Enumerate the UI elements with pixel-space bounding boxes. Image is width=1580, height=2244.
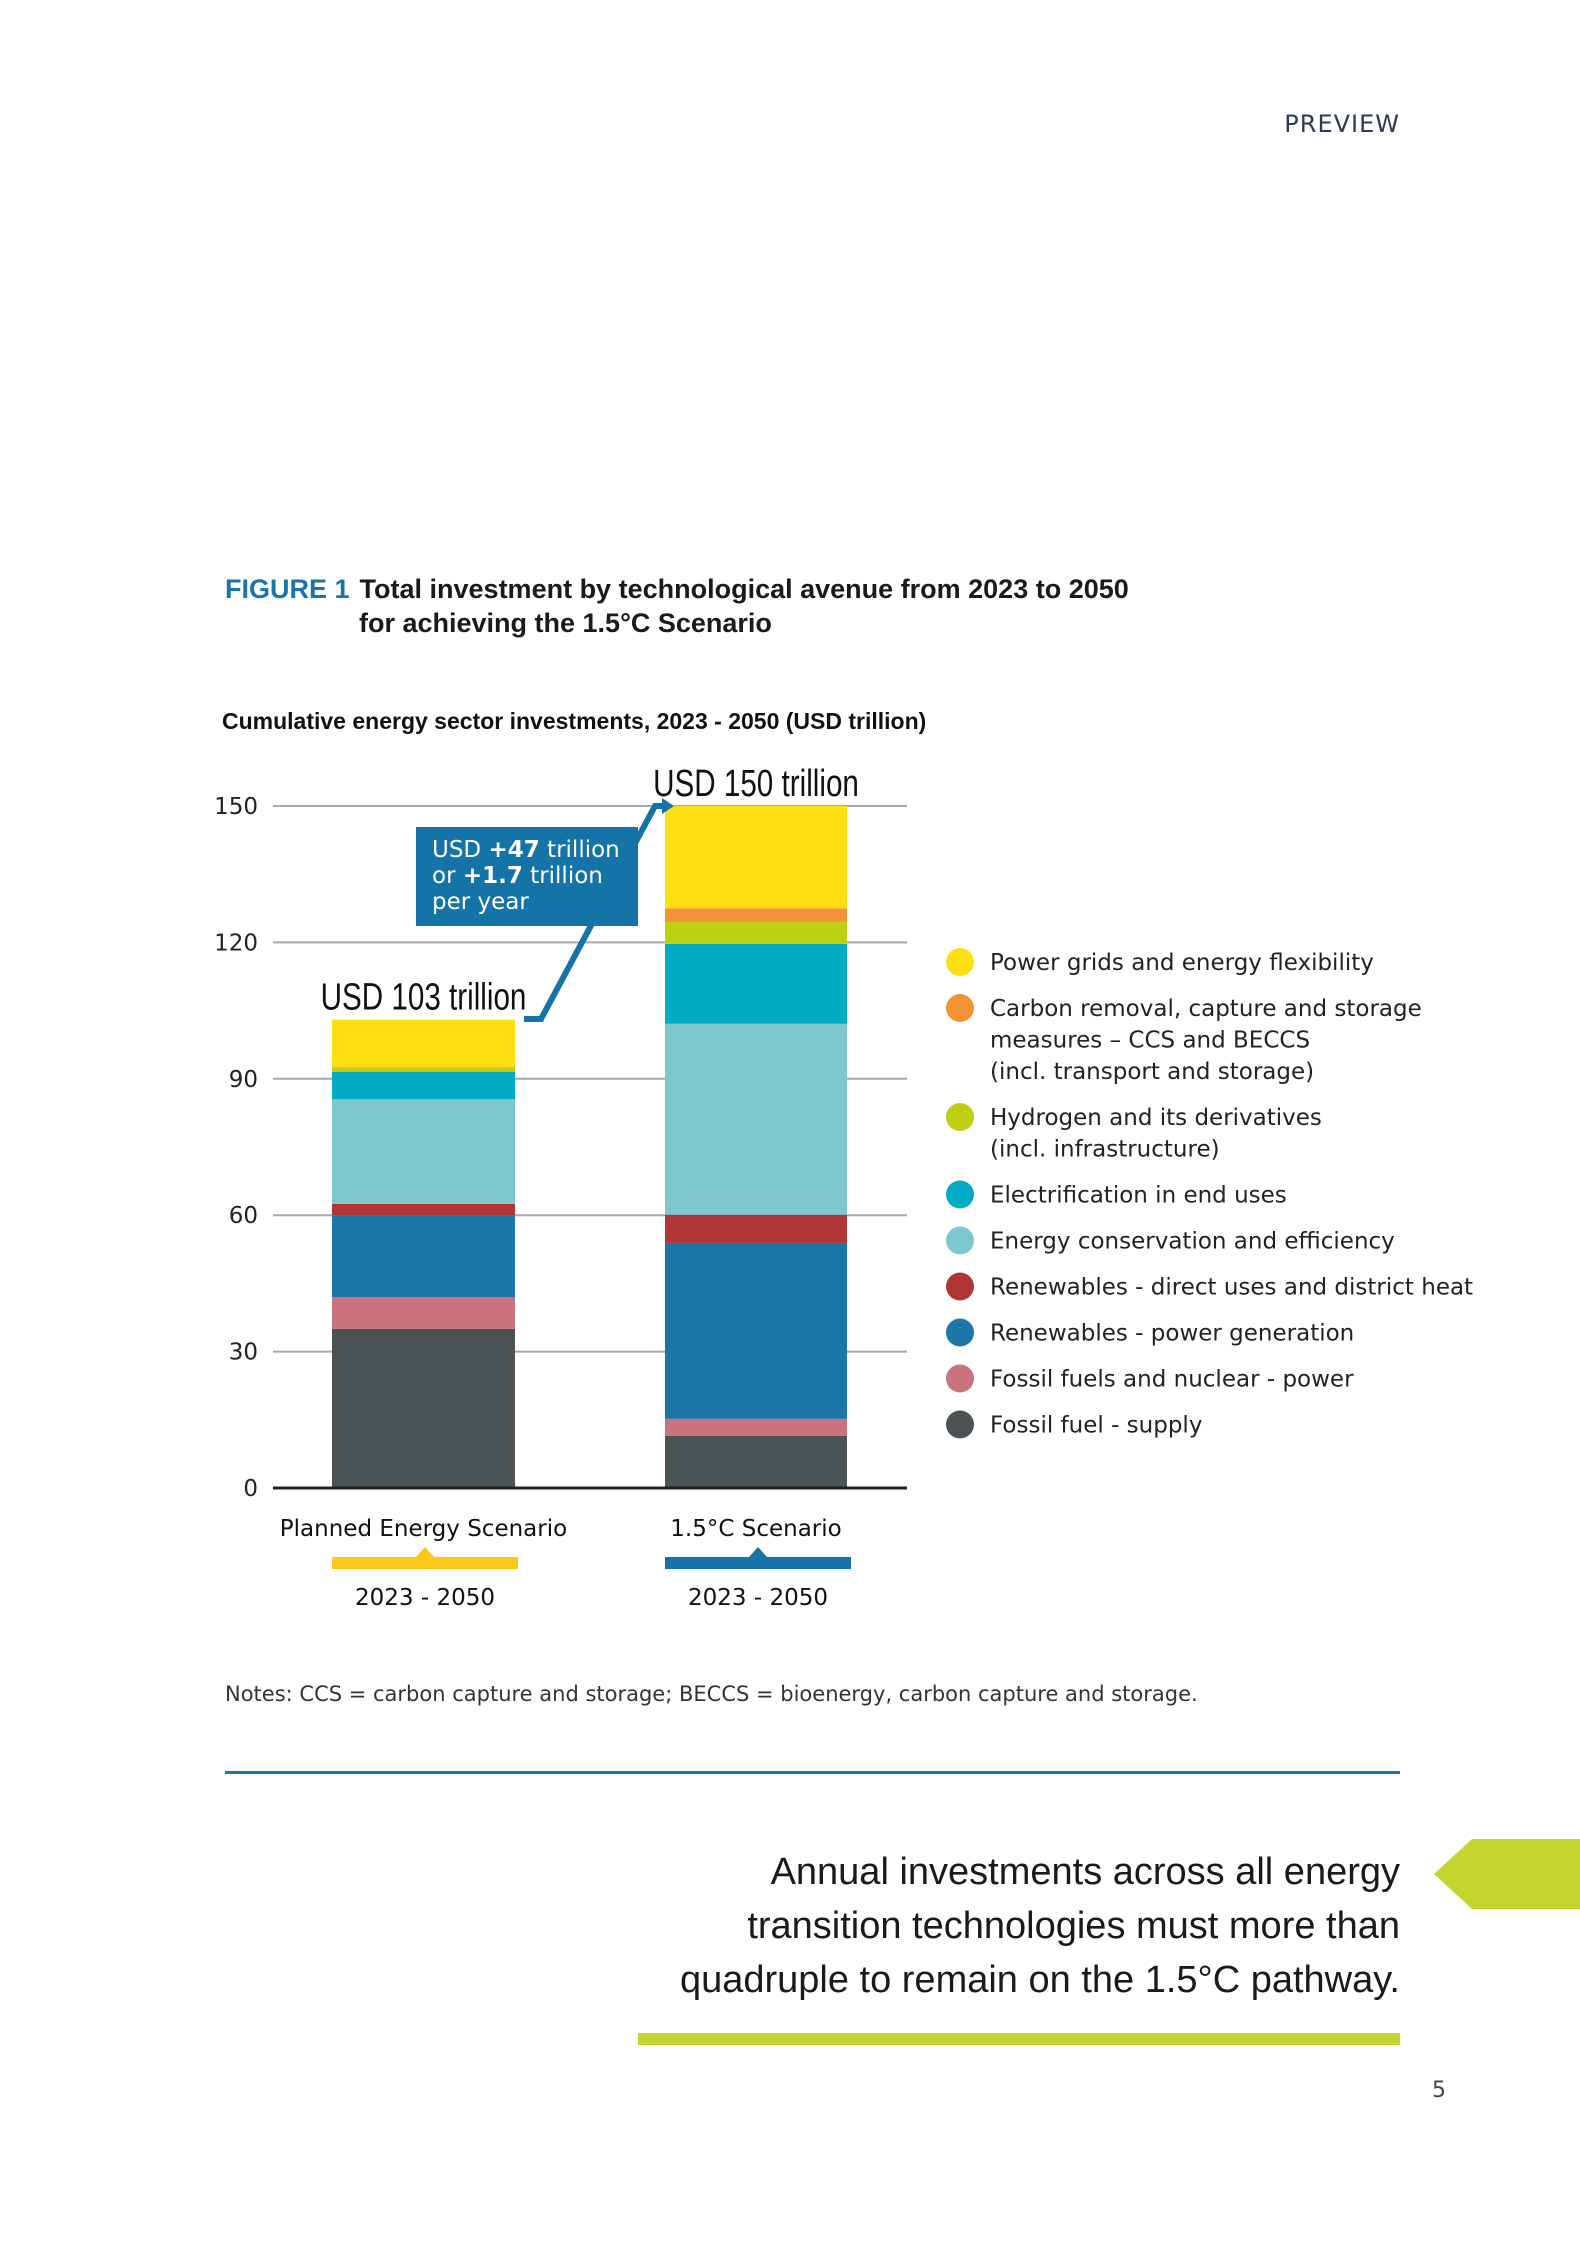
legend-swatch — [946, 994, 974, 1022]
legend-label: (incl. transport and storage) — [990, 1059, 1314, 1085]
legend-swatch — [946, 1272, 974, 1301]
pull-quote: Annual investments across all energy tra… — [600, 1845, 1400, 2007]
bar-total-label: USD 150 trillion — [653, 763, 859, 805]
bar-segment — [332, 1297, 515, 1329]
y-tick-label: 0 — [243, 1476, 258, 1502]
y-tick-label: 60 — [229, 1203, 258, 1229]
callout-text: per year — [432, 889, 529, 915]
bar-segment — [665, 1418, 847, 1436]
callout-text: +47 — [488, 837, 539, 863]
figure-title-line1: Total investment by technological avenue… — [359, 574, 1129, 604]
scenario-marker — [665, 1547, 851, 1569]
callout-line: USD +47 trillion — [432, 837, 620, 863]
bar-segment — [332, 1099, 515, 1204]
quote-line: transition technologies must more than — [747, 1905, 1400, 1947]
callout-text: +1.7 — [463, 863, 523, 889]
legend-label: Electrification in end uses — [990, 1183, 1287, 1209]
bar-segment — [332, 1328, 515, 1488]
figure-title: FIGURE 1 Total investment by technologica… — [225, 572, 1129, 640]
y-tick-label: 30 — [229, 1340, 258, 1366]
y-tick-label: 120 — [214, 930, 258, 956]
legend-label: Renewables - power generation — [990, 1321, 1354, 1347]
bar-segment — [332, 1203, 515, 1216]
y-tick-label: 150 — [214, 794, 258, 820]
quote-line: quadruple to remain on the 1.5°C pathway… — [679, 1959, 1400, 2001]
legend-swatch — [946, 1180, 974, 1209]
legend-swatch — [946, 1410, 974, 1439]
x-category-label: Planned Energy Scenario — [280, 1516, 567, 1542]
bar-segment — [665, 908, 847, 922]
bar-segment — [665, 1242, 847, 1419]
page-number: 5 — [1432, 2078, 1446, 2103]
bar-segment — [332, 1071, 515, 1100]
arrow-head-icon — [662, 798, 674, 814]
legend-swatch — [946, 1226, 974, 1255]
bar-segment — [665, 1023, 847, 1215]
bar-total-label: USD 103 trillion — [321, 976, 527, 1018]
bar-segment — [665, 1214, 847, 1243]
quote-line: Annual investments across all energy — [770, 1851, 1400, 1893]
notes: Notes: CCS = carbon capture and storage;… — [225, 1682, 1198, 1706]
figure-label: FIGURE 1 — [225, 574, 350, 604]
bar-segment — [665, 806, 847, 909]
green-arrow-tab — [1434, 1839, 1580, 1909]
callout-line: per year — [432, 889, 529, 915]
bar-segment — [665, 921, 847, 944]
legend-swatch — [946, 1103, 974, 1131]
scenario-marker — [332, 1547, 518, 1569]
legend-label: Energy conservation and efficiency — [990, 1229, 1395, 1255]
legend-label: (incl. infrastructure) — [990, 1137, 1220, 1163]
y-tick-label: 90 — [229, 1067, 258, 1093]
callout-text: USD — [432, 837, 488, 863]
bar-segment — [332, 1215, 515, 1298]
legend-label: Carbon removal, capture and storage — [990, 996, 1422, 1022]
chart-title: Cumulative energy sector investments, 20… — [222, 708, 927, 734]
x-period-label: 2023 - 2050 — [688, 1585, 828, 1611]
preview-label: PREVIEW — [1284, 110, 1400, 138]
stacked-bar-chart: 0 30 60 90 120 150 USD 103 trillion Planned Ene… — [214, 763, 1473, 1611]
bar-segment — [332, 1068, 515, 1072]
divider — [225, 1771, 1400, 1774]
legend-label: Hydrogen and its derivatives — [990, 1105, 1322, 1131]
legend-label: Renewables - direct uses and district he… — [990, 1275, 1473, 1301]
legend-swatch — [946, 948, 974, 976]
callout-box — [416, 827, 638, 926]
callout-text: or — [432, 863, 463, 889]
legend-swatch — [946, 1364, 974, 1393]
x-category-label: 1.5°C Scenario — [670, 1516, 841, 1542]
callout-text: trillion — [540, 837, 620, 863]
callout-line: or +1.7 trillion — [432, 863, 603, 889]
callout-text: trillion — [523, 863, 603, 889]
legend-label: measures – CCS and BECCS — [990, 1028, 1310, 1054]
bar-segment — [332, 1019, 515, 1068]
legend-swatch — [946, 1318, 974, 1347]
bar-segment — [665, 1435, 847, 1488]
figure-title-line2: for achieving the 1.5°C Scenario — [359, 608, 772, 638]
bar-segment — [665, 943, 847, 1024]
legend-label: Fossil fuel - supply — [990, 1413, 1202, 1439]
legend-label: Power grids and energy flexibility — [990, 950, 1374, 976]
x-period-label: 2023 - 2050 — [355, 1585, 495, 1611]
legend-label: Fossil fuels and nuclear - power — [990, 1367, 1354, 1393]
quote-underline — [638, 2033, 1400, 2045]
bar-segment — [332, 1067, 515, 1069]
